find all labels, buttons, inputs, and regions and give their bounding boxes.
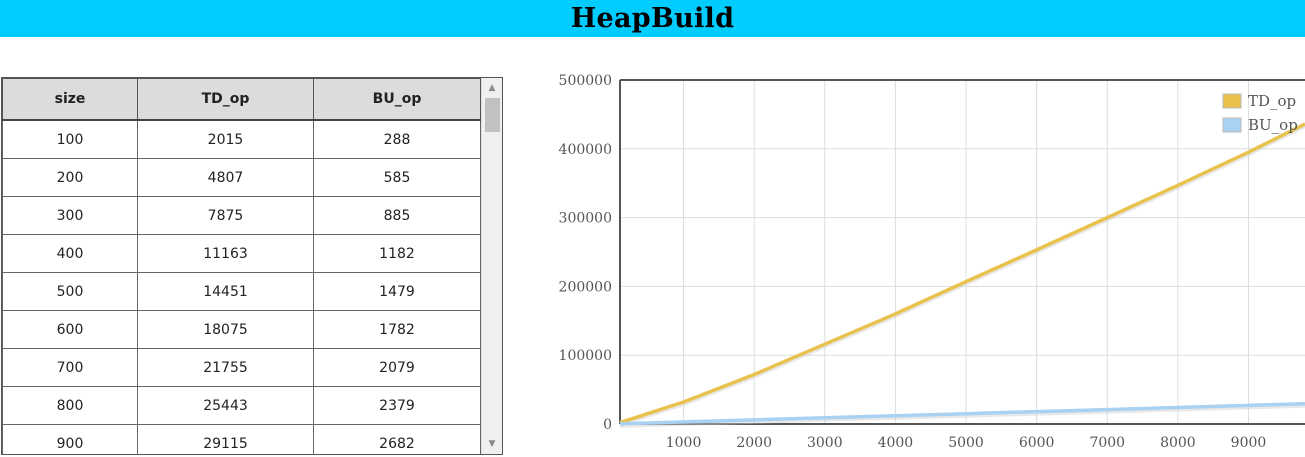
y-tick-label: 100000: [559, 348, 612, 364]
cell-td-op: 7875: [137, 196, 314, 235]
cell-bu-op: 2079: [313, 348, 481, 387]
y-tick-label: 200000: [559, 279, 612, 295]
series-line-td-op: [619, 122, 1305, 425]
cell-td-op: 14451: [137, 272, 314, 311]
cell-td-op: 18075: [137, 310, 314, 349]
table-row: 900 29115 2682: [2, 424, 481, 454]
x-tick-label: 7000: [1089, 435, 1125, 451]
y-tick-label: 0: [603, 417, 612, 433]
cell-td-op: 4807: [137, 158, 314, 197]
cell-size: 400: [2, 234, 138, 273]
x-tick-label: 4000: [878, 435, 914, 451]
x-tick-label: 9000: [1231, 435, 1267, 451]
table-scrollbar[interactable]: ▲ ▼: [481, 78, 502, 454]
cell-size: 600: [2, 310, 138, 349]
cell-bu-op: 2682: [313, 424, 481, 454]
x-tick-label: 3000: [807, 435, 843, 451]
cell-size: 800: [2, 386, 138, 425]
cell-bu-op: 585: [313, 158, 481, 197]
table-row: 800 25443 2379: [2, 386, 481, 425]
column-header-bu-op[interactable]: BU_op: [313, 78, 481, 121]
x-tick-label: 5000: [948, 435, 984, 451]
table-header-row: size TD_op BU_op: [2, 78, 481, 121]
data-table: size TD_op BU_op 100 2015 288 200 4807 5…: [2, 78, 481, 454]
cell-size: 300: [2, 196, 138, 235]
scroll-down-arrow-icon[interactable]: ▼: [488, 439, 496, 449]
cell-bu-op: 1782: [313, 310, 481, 349]
scroll-up-arrow-icon[interactable]: ▲: [488, 83, 496, 93]
table-row: 100 2015 288: [2, 119, 481, 159]
data-table-container[interactable]: size TD_op BU_op 100 2015 288 200 4807 5…: [1, 77, 503, 455]
y-tick-label: 300000: [559, 211, 612, 227]
y-tick-label: 500000: [559, 73, 612, 89]
cell-td-op: 25443: [137, 386, 314, 425]
cell-size: 200: [2, 158, 138, 197]
table-row: 200 4807 585: [2, 158, 481, 197]
legend-label: TD_op: [1248, 92, 1296, 110]
x-tick-label: 8000: [1160, 435, 1196, 451]
legend-swatch: [1222, 117, 1242, 133]
cell-bu-op: 885: [313, 196, 481, 235]
scrollbar-thumb[interactable]: [485, 98, 500, 132]
cell-td-op: 2015: [137, 119, 314, 159]
x-tick-label: 1000: [666, 435, 702, 451]
legend-swatch: [1222, 93, 1242, 109]
cell-bu-op: 1182: [313, 234, 481, 273]
y-tick-label: 400000: [559, 142, 612, 158]
plot-area: [620, 80, 1305, 424]
x-tick-label: 2000: [736, 435, 772, 451]
table-row: 700 21755 2079: [2, 348, 481, 387]
x-tick-label: 6000: [1019, 435, 1055, 451]
column-header-size[interactable]: size: [2, 78, 138, 121]
legend-label: BU_op: [1248, 116, 1298, 134]
column-header-td-op[interactable]: TD_op: [137, 78, 314, 121]
cell-bu-op: 1479: [313, 272, 481, 311]
cell-td-op: 29115: [137, 424, 314, 454]
cell-bu-op: 288: [313, 119, 481, 159]
cell-bu-op: 2379: [313, 386, 481, 425]
cell-td-op: 11163: [137, 234, 314, 273]
table-row: 400 11163 1182: [2, 234, 481, 273]
cell-size: 900: [2, 424, 138, 454]
table-row: 600 18075 1782: [2, 310, 481, 349]
series-line-bu-op: [619, 401, 1305, 426]
line-chart: 0 100000 200000 300000 400000 500000 1000 2000 3…: [540, 60, 1305, 457]
cell-size: 100: [2, 119, 138, 159]
table-row: 300 7875 885: [2, 196, 481, 235]
cell-size: 500: [2, 272, 138, 311]
app-header: HeapBuild: [0, 0, 1305, 37]
page-title: HeapBuild: [570, 3, 735, 34]
table-row: 500 14451 1479: [2, 272, 481, 311]
cell-td-op: 21755: [137, 348, 314, 387]
line-chart-svg: 0 100000 200000 300000 400000 500000 1000 2000 3…: [559, 73, 1305, 451]
cell-size: 700: [2, 348, 138, 387]
